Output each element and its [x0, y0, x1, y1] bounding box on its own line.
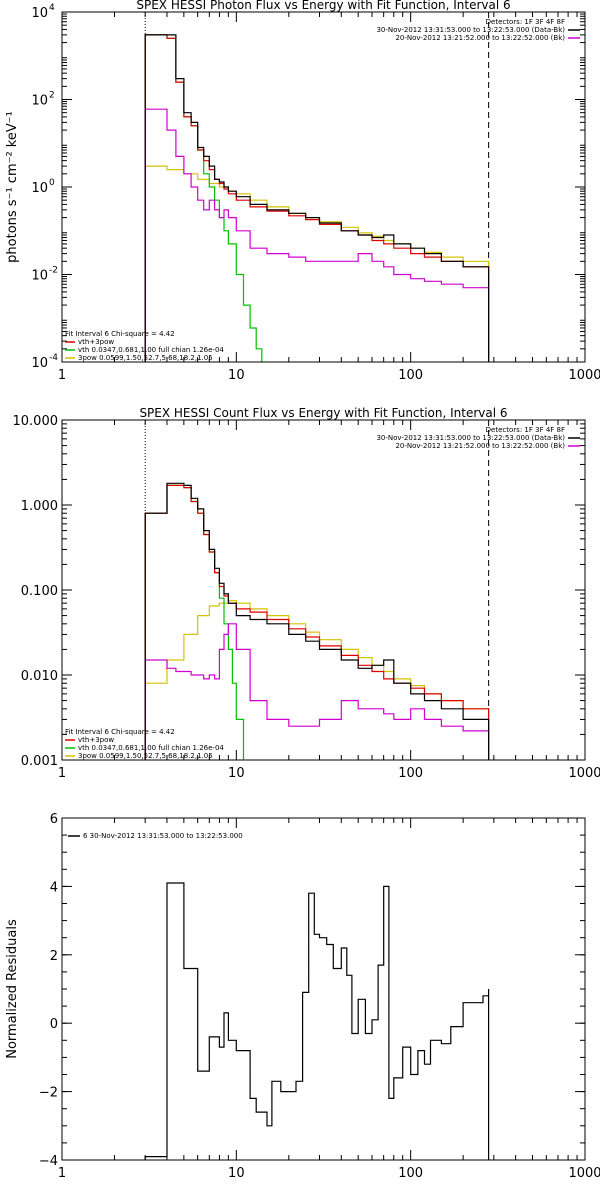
- y-tick-label: −2: [39, 1086, 58, 1101]
- x-tick-label: 10: [228, 766, 245, 781]
- y-tick-label: 10 4: [31, 3, 55, 21]
- x-tick-label: 1: [58, 766, 66, 781]
- chart-panel-3: 1 10 100 1000 −4 −2 0 2 4 6 Normalized Residuals 6 …: [5, 812, 600, 1181]
- y-tick-label: 10 -2: [31, 266, 58, 284]
- series-line-3pow: [144, 600, 490, 760]
- y-tick-label-exponent: -2: [49, 266, 58, 276]
- series-line-data-bk: [144, 34, 490, 362]
- y-tick-label: 6: [50, 812, 58, 827]
- y-tick-label-exponent: -4: [49, 353, 58, 363]
- series-line-3pow: [144, 165, 490, 362]
- y-tick-label: 4: [50, 880, 58, 895]
- y-axis-label: Normalized Residuals: [5, 919, 20, 1059]
- x-tick-label: 100: [398, 368, 423, 383]
- x-tick-label: 100: [398, 1166, 423, 1181]
- legend-left-item: vth 0.0347,0.681,1.00 full chian 1.26e-0…: [78, 744, 224, 752]
- x-tick-label: 1: [58, 1166, 66, 1181]
- series-line-vth-3pow: [144, 34, 490, 362]
- y-axis-label: photons s⁻¹ cm⁻² keV⁻¹: [5, 111, 20, 263]
- y-tick-label: 10 2: [31, 91, 54, 109]
- x-tick-label: 10: [228, 1166, 245, 1181]
- series-line-vth: [144, 34, 263, 362]
- y-tick-label: 2: [50, 949, 58, 964]
- x-tick-label: 1000: [568, 1166, 600, 1181]
- y-tick-label: 10 0: [31, 178, 55, 196]
- legend-right-item: 30-Nov-2012 13:31:53.000 to 13:22:53.000…: [376, 434, 565, 442]
- y-tick-label-exponent: 4: [49, 3, 55, 13]
- legend-left-item: vth 0.0347,0.681,1.00 full chian 1.26e-0…: [78, 346, 224, 354]
- series-line-residuals: [144, 882, 490, 1160]
- series-line-vth: [144, 484, 245, 760]
- legend-left-item: vth+3pow: [78, 736, 114, 744]
- plot-frame: [61, 817, 586, 1161]
- y-tick-label-base: 10: [31, 6, 48, 21]
- y-tick-label: 0.100: [21, 584, 58, 599]
- legend-right-item: Detectors: 1F 3F 4F 8F: [486, 18, 565, 26]
- legend-left-item: Fit Interval 6 Chi-square = 4.42: [65, 330, 175, 338]
- y-tick-label-base: 10: [31, 356, 48, 371]
- series-line-bk: [144, 108, 490, 362]
- plot-frame: [61, 11, 586, 363]
- series-line-data-bk: [144, 482, 490, 760]
- x-tick-label: 1000: [568, 368, 600, 383]
- plot-frame: [61, 419, 586, 761]
- chart-panel-1: SPEX HESSI Photon Flux vs Energy with Fi…: [5, 0, 600, 383]
- y-tick-label: 10.000: [13, 414, 59, 429]
- y-tick-label-exponent: 0: [49, 178, 55, 188]
- y-tick-label: −4: [39, 1154, 58, 1169]
- legend-right-item: 30-Nov-2012 13:31:53.000 to 13:22:53.000…: [376, 26, 565, 34]
- y-tick-label-exponent: 2: [49, 91, 55, 101]
- legend-left-item: vth+3pow: [78, 338, 114, 346]
- x-tick-label: 100: [398, 766, 423, 781]
- legend-right-item: 20-Nov-2012 13:21:52.000 to 13:22:52.000…: [395, 34, 565, 42]
- x-tick-label: 1000: [568, 766, 600, 781]
- y-tick-label-base: 10: [31, 181, 48, 196]
- legend-right-item: Detectors: 1F 3F 4F 8F: [486, 426, 565, 434]
- legend-left-item: Fit Interval 6 Chi-square = 4.42: [65, 728, 175, 736]
- legend-left-item: 3pow 0.0599,1.50,52.7,5.68,18.2,1.05: [78, 752, 213, 760]
- legend-left-item: 6 30-Nov-2012 13:31:53.000 to 13:22:53.0…: [83, 832, 243, 840]
- x-tick-label: 10: [228, 368, 245, 383]
- y-tick-label: 1.000: [21, 499, 58, 514]
- chart-title: SPEX HESSI Count Flux vs Energy with Fit…: [139, 406, 507, 420]
- series-line-bk: [144, 623, 490, 760]
- chart-panel-2: SPEX HESSI Count Flux vs Energy with Fit…: [13, 406, 600, 781]
- chart-title: SPEX HESSI Photon Flux vs Energy with Fi…: [136, 0, 510, 12]
- legend-right-item: 20-Nov-2012 13:21:52.000 to 13:22:52.000…: [395, 442, 565, 450]
- y-tick-label-base: 10: [31, 269, 48, 284]
- y-tick-label: 0.010: [21, 669, 58, 684]
- legend-left-item: 3pow 0.0599,1.50,52.7,5.68,18.2,1.05: [78, 354, 213, 362]
- y-tick-label: 0: [50, 1017, 58, 1032]
- y-tick-label: 0.001: [21, 754, 58, 769]
- y-tick-label: 10 -4: [31, 353, 58, 371]
- y-tick-label-base: 10: [31, 94, 48, 109]
- x-tick-label: 1: [58, 368, 66, 383]
